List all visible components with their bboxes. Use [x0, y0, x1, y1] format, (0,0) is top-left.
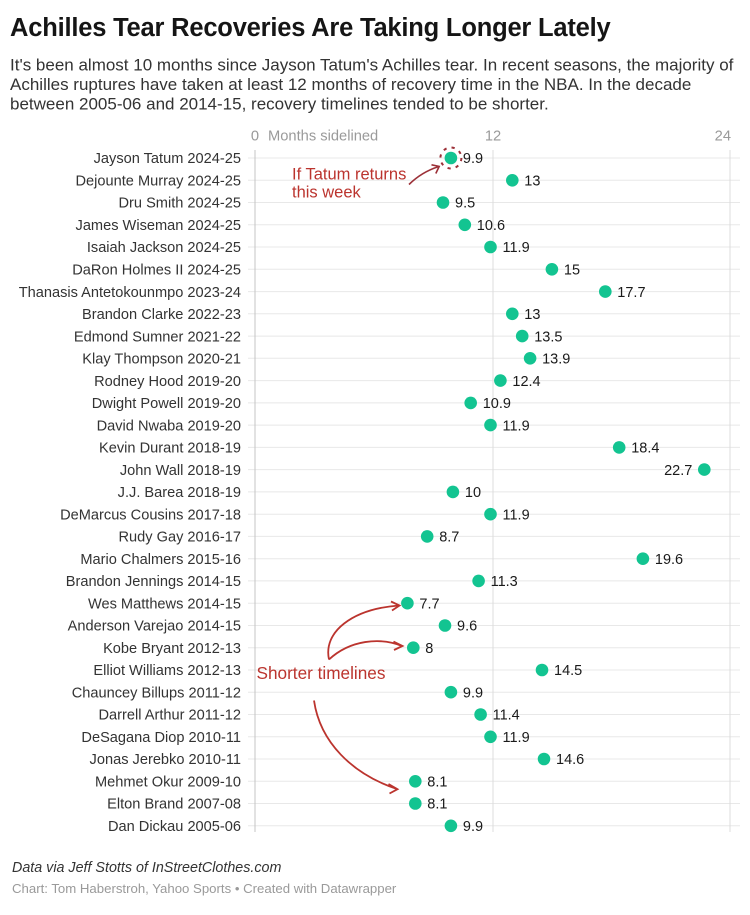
svg-text:Kobe Bryant 2012-13: Kobe Bryant 2012-13 [103, 641, 241, 657]
svg-text:Edmond Sumner 2021-22: Edmond Sumner 2021-22 [74, 329, 241, 345]
svg-text:Kevin Durant 2018-19: Kevin Durant 2018-19 [99, 441, 241, 457]
svg-text:8.1: 8.1 [427, 797, 447, 813]
svg-text:Dan Dickau 2005-06: Dan Dickau 2005-06 [108, 819, 241, 835]
svg-text:11.4: 11.4 [493, 708, 520, 724]
svg-text:Anderson Varejao 2014-15: Anderson Varejao 2014-15 [68, 619, 241, 635]
svg-text:22.7: 22.7 [664, 463, 692, 479]
svg-text:8.7: 8.7 [439, 530, 459, 546]
svg-text:this week: this week [292, 184, 362, 202]
svg-text:Dru Smith 2024-25: Dru Smith 2024-25 [119, 196, 242, 212]
svg-text:David Nwaba 2019-20: David Nwaba 2019-20 [97, 418, 241, 434]
svg-text:Brandon Clarke 2022-23: Brandon Clarke 2022-23 [82, 307, 241, 323]
svg-text:Chauncey Billups 2011-12: Chauncey Billups 2011-12 [72, 685, 241, 701]
svg-text:Brandon Jennings 2014-15: Brandon Jennings 2014-15 [66, 574, 241, 590]
svg-text:9.5: 9.5 [455, 196, 475, 212]
svg-text:11.9: 11.9 [503, 240, 530, 256]
svg-text:11.9: 11.9 [503, 418, 530, 434]
svg-text:Shorter timelines: Shorter timelines [257, 663, 386, 683]
svg-text:8.1: 8.1 [427, 775, 447, 791]
svg-text:Isaiah Jackson 2024-25: Isaiah Jackson 2024-25 [87, 240, 241, 256]
svg-text:DeMarcus Cousins 2017-18: DeMarcus Cousins 2017-18 [60, 507, 241, 523]
svg-text:Data via Jeff Stotts of InStre: Data via Jeff Stotts of InStreetClothes.… [12, 860, 281, 876]
svg-text:9.6: 9.6 [457, 619, 477, 635]
svg-text:10.9: 10.9 [483, 396, 511, 412]
svg-text:13.5: 13.5 [534, 329, 562, 345]
svg-text:12: 12 [485, 128, 501, 144]
svg-text:24: 24 [715, 128, 731, 144]
svg-text:15: 15 [564, 263, 580, 279]
svg-text:13.9: 13.9 [542, 352, 570, 368]
svg-text:Jayson Tatum 2024-25: Jayson Tatum 2024-25 [94, 151, 241, 167]
svg-text:Chart: Tom Haberstroh, Yahoo S: Chart: Tom Haberstroh, Yahoo Sports • Cr… [12, 881, 397, 896]
svg-text:19.6: 19.6 [655, 552, 683, 568]
svg-text:Elliot Williams 2012-13: Elliot Williams 2012-13 [93, 663, 241, 679]
svg-text:Dejounte Murray 2024-25: Dejounte Murray 2024-25 [76, 174, 242, 190]
svg-text:Achilles Tear Recoveries Are T: Achilles Tear Recoveries Are Taking Long… [10, 14, 612, 42]
svg-text:Rodney Hood 2019-20: Rodney Hood 2019-20 [94, 374, 241, 390]
svg-text:It's been almost 10 months sin: It's been almost 10 months since Jayson … [10, 55, 734, 74]
svg-text:Darrell Arthur 2011-12: Darrell Arthur 2011-12 [99, 708, 242, 724]
svg-text:Months sidelined: Months sidelined [268, 128, 378, 144]
svg-text:9.9: 9.9 [463, 819, 483, 835]
svg-text:14.5: 14.5 [554, 663, 582, 679]
svg-text:Klay Thompson 2020-21: Klay Thompson 2020-21 [82, 352, 241, 368]
svg-text:Wes Matthews 2014-15: Wes Matthews 2014-15 [88, 596, 241, 612]
svg-text:18.4: 18.4 [631, 441, 659, 457]
svg-text:14.6: 14.6 [556, 752, 584, 768]
svg-text:13: 13 [524, 307, 540, 323]
svg-text:11.9: 11.9 [503, 507, 530, 523]
svg-text:17.7: 17.7 [617, 285, 645, 301]
svg-text:7.7: 7.7 [419, 596, 439, 612]
svg-text:10.6: 10.6 [477, 218, 505, 234]
svg-text:10: 10 [465, 485, 481, 501]
svg-text:Dwight Powell 2019-20: Dwight Powell 2019-20 [92, 396, 241, 412]
svg-text:John Wall 2018-19: John Wall 2018-19 [120, 463, 241, 479]
svg-text:13: 13 [524, 174, 540, 190]
svg-text:If Tatum returns: If Tatum returns [292, 166, 406, 184]
svg-text:Elton Brand 2007-08: Elton Brand 2007-08 [107, 797, 241, 813]
svg-text:0: 0 [251, 128, 259, 144]
svg-text:James Wiseman 2024-25: James Wiseman 2024-25 [76, 218, 241, 234]
svg-text:Mario Chalmers 2015-16: Mario Chalmers 2015-16 [80, 552, 241, 568]
svg-text:8: 8 [425, 641, 433, 657]
svg-text:DeSagana Diop 2010-11: DeSagana Diop 2010-11 [81, 730, 241, 746]
svg-text:Rudy Gay 2016-17: Rudy Gay 2016-17 [118, 530, 241, 546]
svg-text:between 2005-06 and 2014-15, r: between 2005-06 and 2014-15, recovery ti… [10, 95, 549, 114]
svg-text:Mehmet Okur 2009-10: Mehmet Okur 2009-10 [95, 775, 241, 791]
svg-text:DaRon Holmes II 2024-25: DaRon Holmes II 2024-25 [72, 263, 241, 279]
svg-text:Thanasis Antetokounmpo 2023-24: Thanasis Antetokounmpo 2023-24 [19, 285, 241, 301]
svg-text:11.9: 11.9 [503, 730, 530, 746]
svg-text:J.J. Barea 2018-19: J.J. Barea 2018-19 [118, 485, 241, 501]
svg-text:Achilles ruptures have taken a: Achilles ruptures have taken at least 12… [10, 75, 691, 94]
svg-text:12.4: 12.4 [512, 374, 540, 390]
svg-text:9.9: 9.9 [463, 685, 483, 701]
svg-text:9.9: 9.9 [463, 151, 483, 167]
svg-text:11.3: 11.3 [491, 574, 518, 590]
svg-text:Jonas Jerebko 2010-11: Jonas Jerebko 2010-11 [90, 752, 241, 768]
